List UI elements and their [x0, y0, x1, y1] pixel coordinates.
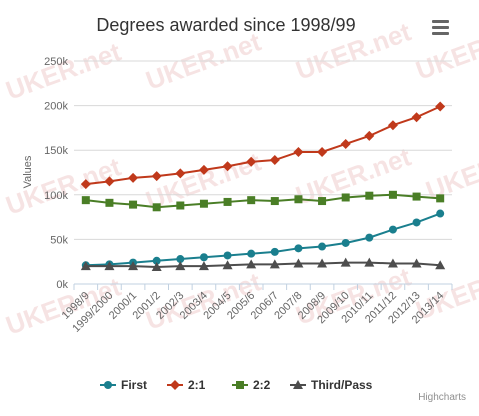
series-group [80, 101, 446, 272]
data-point-2-2[interactable] [247, 196, 256, 205]
data-point-first[interactable] [365, 233, 374, 242]
data-point-first[interactable] [294, 244, 303, 253]
legend-marker[interactable] [293, 380, 303, 389]
legend-label: 2:1 [188, 378, 206, 392]
data-point-first[interactable] [176, 255, 185, 264]
data-point-first[interactable] [412, 218, 421, 227]
data-point-2-2[interactable] [365, 191, 374, 200]
data-point-third-pass[interactable] [175, 261, 186, 271]
data-point-2-2[interactable] [294, 195, 303, 204]
data-point-third-pass[interactable] [80, 261, 91, 271]
data-point-2-2[interactable] [152, 203, 161, 212]
data-point-first[interactable] [199, 253, 208, 262]
data-point-first[interactable] [152, 256, 161, 265]
data-point-first[interactable] [223, 251, 232, 260]
data-point-2-1[interactable] [435, 101, 446, 112]
data-point-2-1[interactable] [151, 171, 162, 182]
legend-marker[interactable] [104, 381, 112, 389]
data-point-2-1[interactable] [340, 138, 351, 149]
series-2-2 [81, 190, 445, 212]
data-point-third-pass[interactable] [293, 258, 304, 268]
data-point-2-2[interactable] [199, 199, 208, 208]
data-point-2-1[interactable] [411, 112, 422, 123]
data-point-third-pass[interactable] [246, 259, 257, 269]
data-point-first[interactable] [341, 238, 350, 247]
legend-item-2-2[interactable]: 2:2 [232, 378, 271, 392]
data-point-2-2[interactable] [436, 194, 445, 203]
series-first [81, 209, 445, 270]
watermark-text: UKER.net [2, 36, 125, 105]
data-point-2-1[interactable] [269, 155, 280, 166]
y-axis: 0k 50k 100k 150k 200k 250k [44, 56, 68, 291]
legend-label: 2:2 [253, 378, 271, 392]
data-point-2-1[interactable] [293, 146, 304, 157]
data-point-2-2[interactable] [341, 193, 350, 202]
data-point-2-1[interactable] [246, 156, 257, 167]
data-point-first[interactable] [388, 225, 397, 234]
data-point-2-1[interactable] [387, 120, 398, 131]
data-point-first[interactable] [318, 242, 327, 251]
data-point-2-2[interactable] [176, 201, 185, 210]
data-point-2-2[interactable] [105, 198, 114, 207]
data-point-third-pass[interactable] [340, 257, 351, 267]
legend-item-first[interactable]: First [100, 378, 147, 392]
series-2-1 [80, 101, 446, 190]
data-point-2-1[interactable] [198, 164, 209, 175]
data-point-2-2[interactable] [318, 197, 327, 206]
hamburger-menu-icon[interactable] [432, 20, 449, 35]
series-third-pass [80, 257, 446, 272]
y-axis-title: Values [22, 155, 34, 188]
data-point-2-2[interactable] [270, 197, 279, 206]
data-point-2-1[interactable] [128, 172, 139, 183]
data-point-first[interactable] [270, 247, 279, 256]
data-point-third-pass[interactable] [151, 262, 162, 272]
series-line-first [85, 212, 441, 267]
legend-item-third-pass[interactable]: Third/Pass [290, 378, 373, 392]
series-line-third-pass [85, 261, 441, 269]
data-point-third-pass[interactable] [104, 261, 115, 271]
data-point-third-pass[interactable] [387, 258, 398, 268]
data-point-third-pass[interactable] [317, 258, 328, 268]
legend: First 2:1 2:2 Third/Pass [100, 378, 373, 392]
y-tick-label: 250k [44, 56, 68, 68]
legend-label: Third/Pass [311, 378, 373, 392]
legend-marker[interactable] [236, 381, 244, 389]
y-tick-label: 100k [44, 190, 68, 202]
data-point-third-pass[interactable] [411, 258, 422, 268]
data-point-2-1[interactable] [222, 161, 233, 172]
legend-item-2-1[interactable]: 2:1 [167, 378, 206, 392]
watermark-text: UKER.net [2, 151, 125, 220]
data-point-first[interactable] [247, 249, 256, 258]
data-point-2-1[interactable] [80, 179, 91, 190]
data-point-2-2[interactable] [388, 190, 397, 199]
data-point-2-2[interactable] [223, 197, 232, 206]
data-point-third-pass[interactable] [222, 260, 233, 270]
y-tick-label: 200k [44, 101, 68, 113]
data-point-2-2[interactable] [412, 192, 421, 201]
legend-marker[interactable] [170, 380, 180, 390]
y-tick-label: 50k [50, 234, 68, 246]
data-point-2-2[interactable] [129, 200, 138, 209]
chart-title: Degrees awarded since 1998/99 [96, 15, 355, 35]
y-tick-label: 150k [44, 145, 68, 157]
watermarks: UKER.net UKER.net UKER.netUKER.netUKER.net… [2, 16, 479, 340]
credits[interactable]: Highcharts [418, 392, 466, 403]
data-point-2-1[interactable] [175, 168, 186, 179]
data-point-third-pass[interactable] [364, 257, 375, 267]
data-point-2-1[interactable] [104, 176, 115, 187]
data-point-third-pass[interactable] [435, 260, 446, 270]
data-point-2-2[interactable] [81, 196, 90, 205]
legend-label: First [121, 378, 147, 392]
data-point-2-1[interactable] [317, 146, 328, 157]
data-point-third-pass[interactable] [198, 261, 209, 271]
data-point-third-pass[interactable] [269, 259, 280, 269]
data-point-first[interactable] [436, 209, 445, 218]
data-point-2-1[interactable] [364, 130, 375, 141]
series-line-2-1 [85, 105, 441, 186]
series-line-2-2 [85, 193, 441, 209]
y-tick-label: 0k [56, 279, 68, 291]
data-point-third-pass[interactable] [128, 261, 139, 271]
